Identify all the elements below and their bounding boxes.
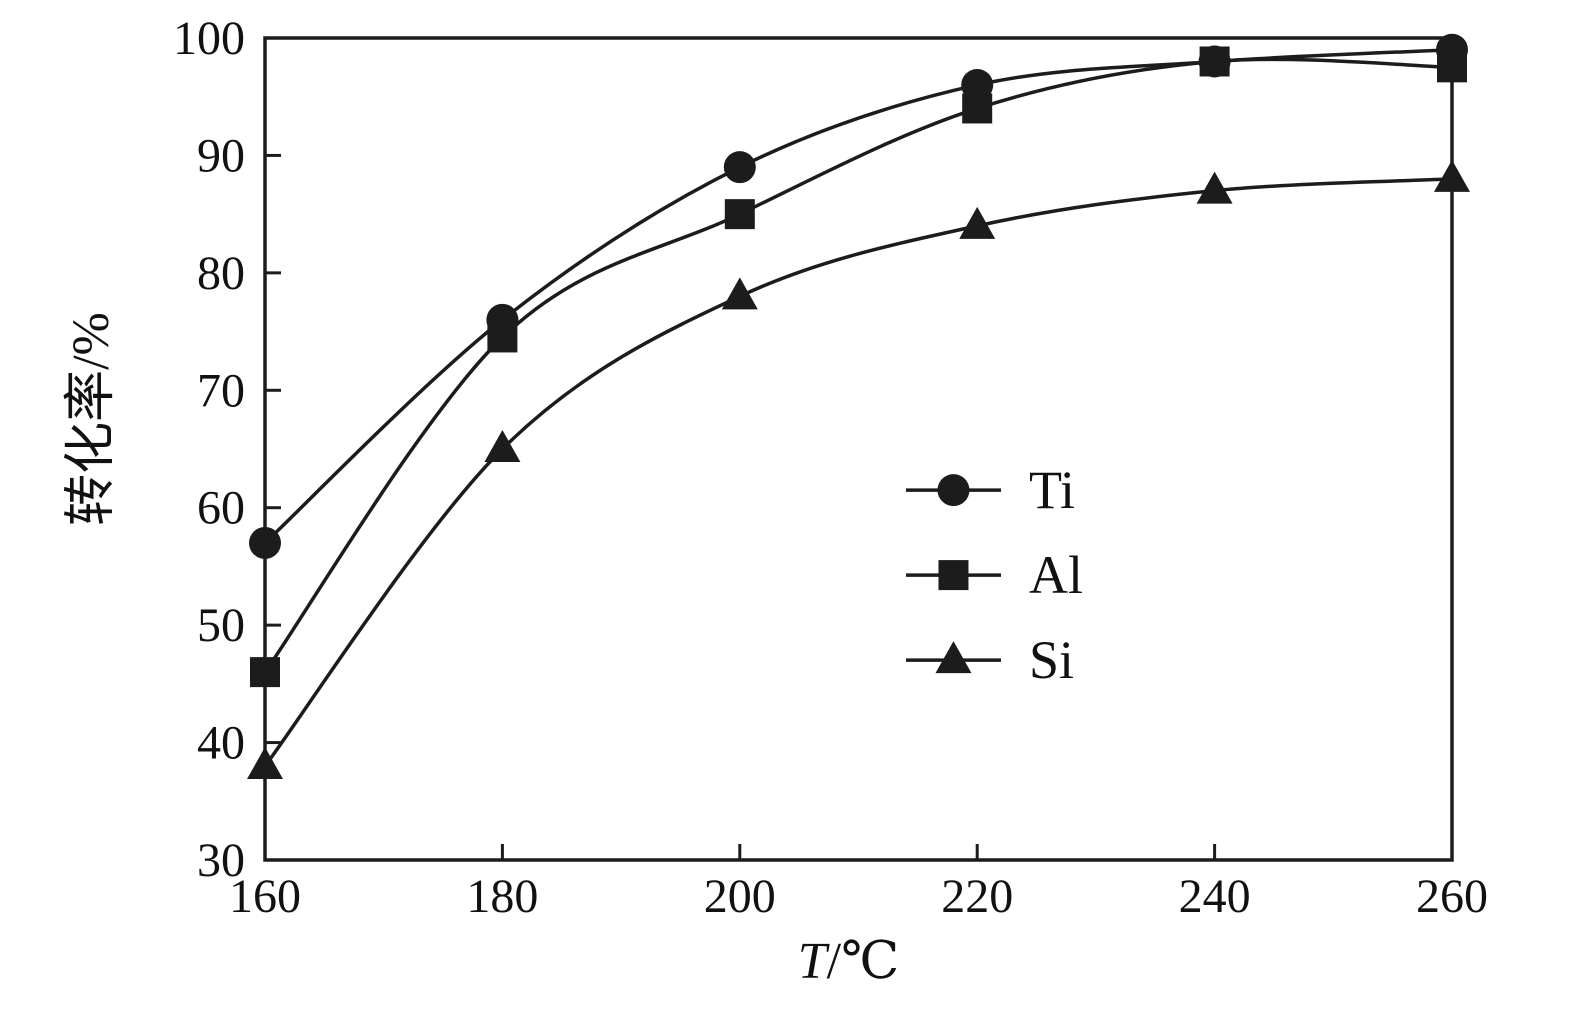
y-tick-label: 100 bbox=[173, 12, 245, 65]
legend-label-ti: Ti bbox=[1029, 460, 1075, 520]
marker-triangle bbox=[484, 430, 521, 462]
y-axis-label: 转化率/% bbox=[63, 312, 120, 526]
x-tick-label: 260 bbox=[1416, 870, 1488, 923]
y-tick-label: 50 bbox=[197, 599, 245, 652]
marker-triangle bbox=[1196, 171, 1233, 204]
marker-square bbox=[724, 199, 755, 230]
marker-square bbox=[487, 322, 518, 353]
x-tick-label: 160 bbox=[229, 870, 301, 923]
marker-square bbox=[962, 93, 993, 124]
marker-circle bbox=[249, 526, 281, 559]
marker-triangle bbox=[1434, 159, 1470, 192]
y-tick-label: 40 bbox=[197, 717, 245, 770]
x-axis-label: T/℃ bbox=[798, 933, 900, 990]
marker-circle bbox=[723, 151, 756, 184]
x-tick-label: 220 bbox=[941, 870, 1013, 923]
marker-square bbox=[1437, 52, 1467, 83]
y-tick-label: 90 bbox=[197, 129, 245, 182]
x-tick-label: 240 bbox=[1179, 870, 1251, 923]
marker-square bbox=[250, 657, 280, 688]
marker-triangle bbox=[247, 747, 283, 780]
marker-triangle bbox=[935, 641, 972, 674]
marker-circle bbox=[937, 474, 970, 507]
marker-triangle bbox=[721, 277, 758, 310]
marker-square bbox=[938, 560, 969, 591]
marker-square bbox=[1199, 46, 1230, 77]
marker-circle bbox=[961, 68, 994, 101]
y-tick-label: 70 bbox=[197, 364, 245, 417]
y-tick-label: 60 bbox=[197, 482, 245, 535]
marker-triangle bbox=[959, 206, 996, 239]
y-tick-label: 80 bbox=[197, 247, 245, 300]
plot-frame bbox=[263, 36, 1454, 862]
y-tick-label: 30 bbox=[197, 834, 245, 887]
series-line-si bbox=[263, 177, 1453, 768]
legend-label-al: Al bbox=[1029, 545, 1083, 605]
legend-label-si: Si bbox=[1029, 630, 1074, 690]
x-tick-label: 200 bbox=[704, 870, 776, 923]
x-tick-label: 180 bbox=[466, 870, 538, 923]
